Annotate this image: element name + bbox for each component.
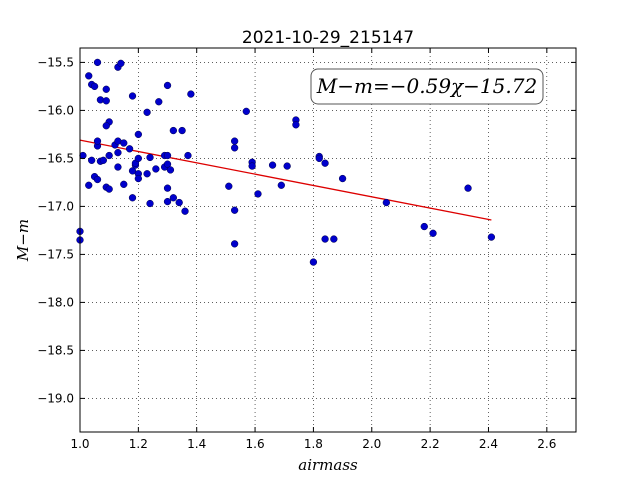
data-point	[254, 190, 262, 198]
data-point	[114, 163, 122, 171]
data-point	[268, 161, 277, 169]
data-point	[382, 198, 391, 207]
data-point	[93, 175, 102, 184]
data-point	[99, 156, 107, 164]
fit-line-layer	[79, 139, 492, 221]
data-point	[120, 139, 128, 147]
data-point	[277, 181, 285, 189]
data-point	[128, 167, 137, 175]
x-tick-label: 1.4	[187, 437, 206, 451]
x-tick-label: 2.6	[537, 437, 556, 451]
data-point	[105, 185, 113, 193]
data-point	[117, 59, 125, 68]
data-point	[152, 165, 160, 173]
data-point	[90, 82, 99, 91]
data-point	[321, 159, 329, 167]
data-point	[169, 194, 178, 202]
data-point	[181, 207, 189, 215]
y-tick-label: −17.0	[37, 199, 74, 213]
data-point	[230, 137, 239, 145]
chart-title: 2021-10-29_215147	[242, 28, 414, 48]
x-tick-label: 1.8	[304, 437, 323, 451]
x-tick-label: 2.2	[421, 437, 440, 451]
x-tick-label: 1.2	[129, 437, 148, 451]
x-tick-label: 1.6	[246, 437, 265, 451]
data-point	[283, 162, 291, 170]
data-point	[163, 151, 172, 160]
x-tick-label: 1.0	[70, 437, 89, 451]
data-point	[85, 181, 93, 189]
data-point	[420, 222, 428, 231]
data-point	[187, 90, 195, 98]
data-point	[315, 154, 323, 163]
data-point	[134, 174, 143, 183]
data-point	[321, 235, 329, 243]
data-point	[163, 81, 172, 90]
data-point	[464, 184, 472, 192]
data-point	[169, 126, 178, 135]
fit-equation-box: M−m=−0.59χ−15.72	[310, 68, 544, 105]
data-point	[134, 154, 143, 163]
data-point	[429, 229, 437, 237]
data-point	[184, 151, 192, 160]
data-point	[163, 160, 172, 168]
fit-equation: M−m=−0.59χ−15.72	[316, 74, 537, 98]
y-tick-label: −15.5	[37, 55, 74, 69]
x-tick-label: 2.4	[479, 437, 498, 451]
data-point	[230, 144, 239, 152]
y-tick-label: −16.0	[37, 103, 74, 117]
y-axis-label: M−m	[14, 219, 32, 262]
data-point	[338, 174, 347, 183]
data-point	[309, 258, 318, 266]
data-point	[125, 145, 134, 153]
x-axis-label: airmass	[298, 456, 358, 474]
plot-frame	[79, 47, 577, 433]
data-point	[105, 151, 113, 160]
x-tick-label: 2.0	[362, 437, 381, 451]
data-point	[93, 58, 102, 67]
data-point	[85, 72, 93, 80]
data-point	[143, 170, 151, 178]
data-point	[178, 126, 186, 135]
y-tick-label: −17.5	[37, 247, 74, 261]
data-point	[248, 162, 256, 170]
data-point	[114, 148, 122, 157]
data-point	[330, 235, 338, 243]
data-point	[242, 107, 250, 116]
data-point	[120, 180, 128, 188]
data-point	[143, 108, 151, 116]
data-point	[88, 156, 96, 164]
data-point	[230, 206, 239, 214]
data-point	[487, 233, 496, 241]
data-point	[155, 98, 163, 106]
y-tick-label: −16.5	[37, 151, 74, 165]
data-point	[102, 122, 110, 130]
data-points	[76, 58, 496, 266]
y-tick-label: −18.5	[37, 343, 74, 357]
data-point	[292, 121, 300, 129]
y-tick-label: −18.0	[37, 295, 74, 309]
data-point	[93, 137, 102, 145]
data-point	[134, 130, 143, 139]
data-point	[128, 194, 137, 202]
data-point	[163, 197, 172, 206]
data-point	[146, 199, 154, 208]
data-point	[163, 184, 172, 192]
grid	[80, 48, 576, 432]
data-point	[102, 85, 110, 93]
fit-line	[79, 139, 492, 221]
data-point	[175, 198, 183, 207]
axis-ticks: 1.0 1.2 1.4 1.6 1.8 2.0 2.2 2.4 2.6 −15.5 −16.0 −16…	[37, 48, 576, 451]
fit-equation-frame	[310, 68, 544, 105]
y-tick-label: −19.0	[37, 391, 74, 405]
data-point	[166, 166, 175, 174]
data-point	[128, 92, 137, 100]
data-point	[146, 153, 154, 162]
data-point	[102, 97, 110, 105]
data-point	[225, 182, 233, 190]
data-point	[230, 240, 239, 248]
